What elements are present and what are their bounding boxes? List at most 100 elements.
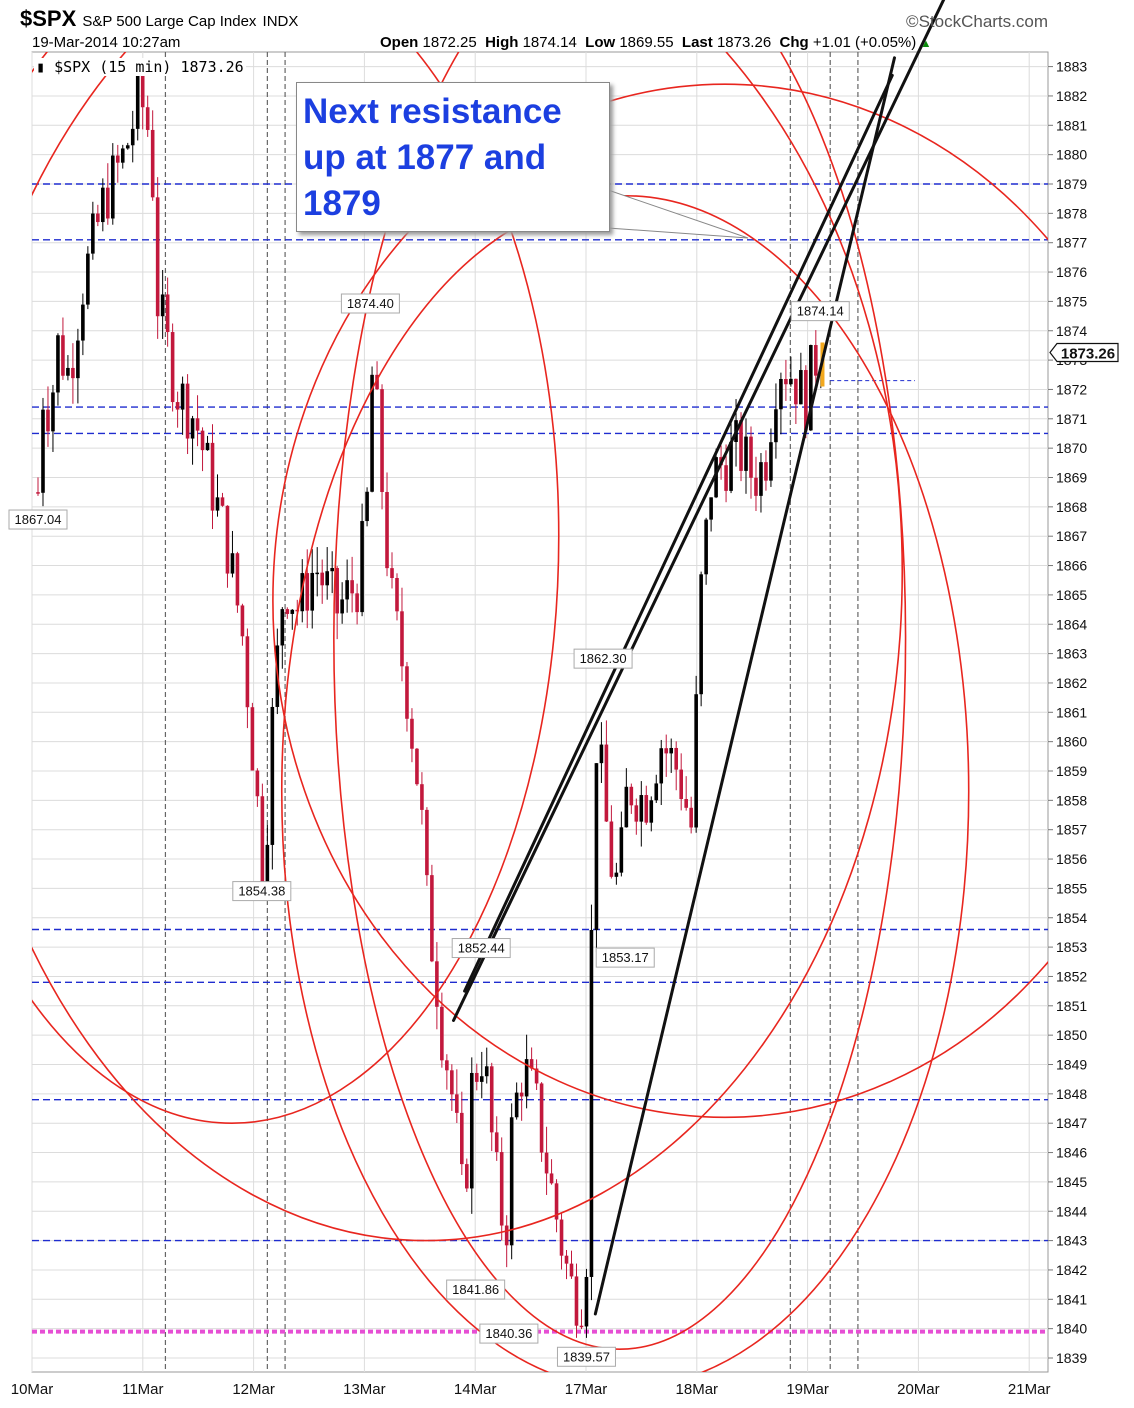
candle-body [674,747,679,770]
price-label-box [790,301,850,322]
candle-body [345,580,349,600]
candle-body [659,748,664,784]
candle-body [774,409,778,443]
candle-body [589,929,594,1277]
candle-body [140,74,145,108]
candle-body [245,636,250,708]
candle-body [86,253,90,305]
price-label-box [573,648,633,669]
candle-body [714,457,718,498]
brand-label[interactable]: ©StockCharts.com [906,12,1048,31]
candle-body [380,389,384,493]
high-label: High [485,34,519,51]
price-label-box [446,1279,506,1300]
candle-body [604,744,609,822]
last-value-tag [1049,342,1119,363]
price-label: 1854.38 [238,884,285,899]
candle-body [265,844,270,883]
candle-body [469,1072,474,1189]
y-tick-label: 1843 [1056,1233,1087,1249]
candle-body [744,436,748,471]
candle-body [445,1060,449,1071]
candle-body [56,335,60,393]
candle-body [629,786,634,806]
candle-body [614,872,619,877]
candle-body [240,605,245,637]
x-tick-label: 18Mar [676,1381,719,1398]
candle-body [170,332,175,403]
candle-body [365,491,369,522]
candle-body [679,769,683,800]
candle-body [784,378,788,385]
candle-body [539,1083,544,1153]
candle-body [395,578,399,612]
candle-body [46,409,50,432]
candle-body [739,420,743,471]
candle-body [285,609,290,614]
y-tick-label: 1883 [1056,59,1087,75]
candle-body [101,187,105,223]
candle-body [649,800,654,823]
candle-body [370,374,374,492]
candle-body [669,747,674,754]
candle-body [574,1276,579,1326]
candle-body [225,505,230,574]
x-tick-label: 20Mar [897,1381,940,1398]
candle-body [754,477,758,496]
candle-body [91,213,95,254]
y-tick-label: 1865 [1056,587,1087,603]
candle-body [644,795,649,823]
candle-body [135,74,140,129]
candle-body [280,609,285,646]
candle-body [464,1164,469,1189]
candle-body [460,1112,464,1165]
candle-body [260,796,265,883]
candle-body [654,783,659,801]
open-label: Open [380,34,419,51]
candle-body [150,129,155,198]
x-tick-label: 21Mar [1008,1381,1051,1398]
candle-body [729,441,733,491]
candle-body [405,666,409,719]
x-tick-label: 13Mar [343,1381,386,1398]
y-tick-label: 1863 [1056,646,1087,662]
candle-body [804,370,808,431]
candle-body [759,462,763,496]
candle-body [250,707,255,771]
ticker-symbol: $SPX [20,6,77,31]
candle-body [564,1255,569,1264]
y-tick-label: 1845 [1056,1174,1087,1190]
candle-body [190,418,195,439]
y-tick-label: 1861 [1056,704,1087,720]
ticker-name: S&P 500 Large Cap Index [82,13,257,30]
candle-body [694,694,698,828]
y-tick-label: 1879 [1056,176,1087,192]
candle-body [205,442,210,451]
y-tick-label: 1851 [1056,998,1087,1014]
candle-body [664,748,669,754]
candle-body [355,593,359,613]
candle-body [110,155,115,219]
chg-label: Chg [779,34,809,51]
candle-body [160,294,165,317]
y-tick-label: 1869 [1056,470,1087,486]
candle-body [559,1219,564,1256]
y-tick-label: 1876 [1056,264,1087,280]
candle-body [529,1059,534,1069]
candle-body [749,436,753,478]
candle-body [709,497,713,520]
candle-body [61,335,65,376]
candle-body [799,370,803,405]
chg-value: +1.01 (+0.05%) [812,34,917,51]
y-tick-label: 1878 [1056,205,1087,221]
price-label: 1862.30 [580,651,627,666]
y-tick-label: 1882 [1056,88,1087,104]
y-tick-label: 1856 [1056,851,1087,867]
candle-body [579,1325,584,1328]
candle-body [684,799,688,808]
candle-body [106,187,110,219]
y-tick-label: 1872 [1056,381,1087,397]
candle-body [789,378,793,385]
low-value: 1869.55 [619,34,674,51]
candle-body [66,367,70,376]
